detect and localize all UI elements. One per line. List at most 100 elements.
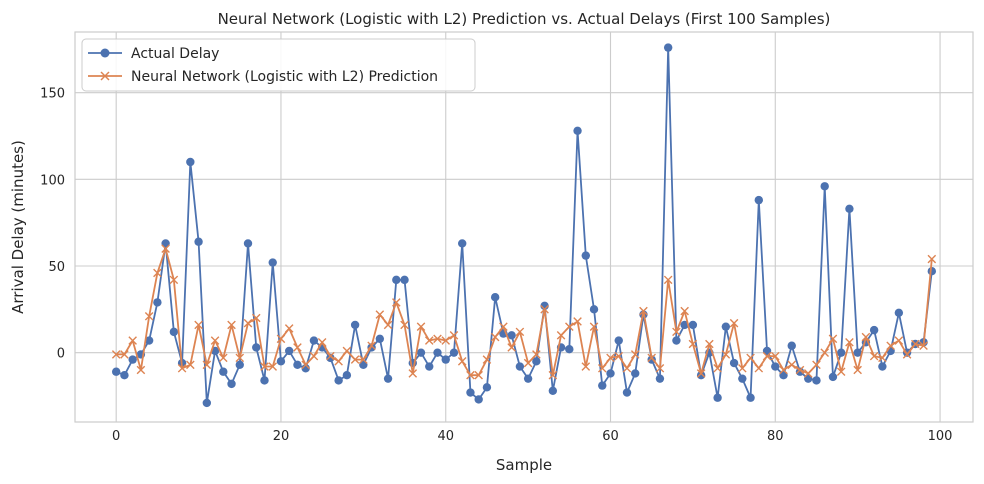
point-prediction [210,336,220,345]
point-prediction [812,360,821,370]
legend-label-actual: Actual Delay [131,46,219,62]
point-actual [622,388,632,397]
point-prediction [317,337,327,347]
point-prediction [532,350,541,359]
point-prediction [128,336,137,345]
point-actual [729,358,739,368]
point-prediction [375,310,385,319]
point-prediction [194,320,203,330]
point-prediction [120,350,129,359]
point-prediction [350,355,360,364]
point-actual [392,275,401,285]
point-actual [128,355,137,364]
point-actual [787,341,796,350]
point-prediction [663,275,673,285]
point-actual [894,308,904,317]
point-prediction [622,363,632,373]
tick-labels: 0 20 40 60 80 100 0 50 100 150 [40,87,952,444]
point-actual [202,398,212,408]
point-prediction [911,339,920,349]
point-prediction [433,334,442,344]
x-tick-label: 100 [928,429,953,444]
point-actual [458,239,467,248]
point-prediction [186,360,195,370]
point-actual [276,357,286,366]
point-prediction [770,351,780,361]
point-prediction [359,355,368,364]
x-marker-icon [100,71,110,81]
point-actual [194,237,203,246]
point-actual [631,369,640,378]
point-prediction [523,358,533,368]
point-actual [161,239,170,248]
point-prediction [268,362,278,371]
point-prediction [400,320,409,330]
point-actual [548,386,558,395]
point-actual [482,383,492,392]
point-prediction [597,363,607,373]
legend-entry-actual: Actual Delay [88,46,219,62]
series-line-prediction [116,247,933,377]
point-prediction [655,363,665,373]
point-actual [186,157,195,167]
point-prediction [474,370,483,380]
point-actual [474,395,483,404]
point-prediction [754,363,764,373]
point-actual [688,320,698,330]
point-prediction [326,351,335,361]
point-prediction [243,318,253,328]
point-actual [219,367,228,376]
point-actual [845,204,854,213]
point-prediction [647,353,656,363]
point-actual [812,376,821,385]
point-actual [416,348,426,357]
point-prediction [861,332,871,342]
series-layer [111,43,937,408]
point-prediction [556,331,566,340]
point-prediction [779,365,788,375]
point-actual [293,360,302,369]
point-prediction [630,350,640,359]
point-actual [589,305,599,314]
series-prediction [111,244,937,380]
point-prediction [721,350,731,359]
point-prediction [334,357,343,366]
point-prediction [227,320,236,330]
point-prediction [606,353,615,363]
point-actual [869,325,879,335]
point-prediction [762,351,772,361]
point-prediction [482,355,492,364]
point-actual [696,371,706,380]
point-prediction [919,341,928,351]
point-prediction [573,317,582,326]
point-prediction [202,360,212,370]
x-axis-label: Sample [496,456,552,474]
point-actual [490,293,500,302]
point-actual [523,374,533,383]
point-actual [771,362,780,371]
series-line-actual [115,46,933,404]
point-actual [309,336,319,345]
point-prediction [260,362,269,371]
point-prediction [738,363,747,373]
point-prediction [688,339,698,349]
point-prediction [828,334,838,344]
y-tick-label: 100 [40,173,65,188]
point-prediction [490,332,500,342]
point-actual [359,360,368,369]
point-prediction [639,306,648,316]
point-prediction [836,367,846,377]
point-actual [120,371,129,380]
point-actual [375,334,385,343]
point-actual [169,327,179,337]
point-prediction [416,322,426,331]
point-prediction [457,357,467,366]
point-prediction [309,351,319,361]
point-prediction [449,331,459,340]
point-actual [672,336,681,345]
point-prediction [507,343,516,352]
point-actual [762,346,772,356]
chart-title: Neural Network (Logistic with L2) Predic… [218,10,831,28]
point-actual [779,371,788,380]
point-actual [721,322,731,331]
